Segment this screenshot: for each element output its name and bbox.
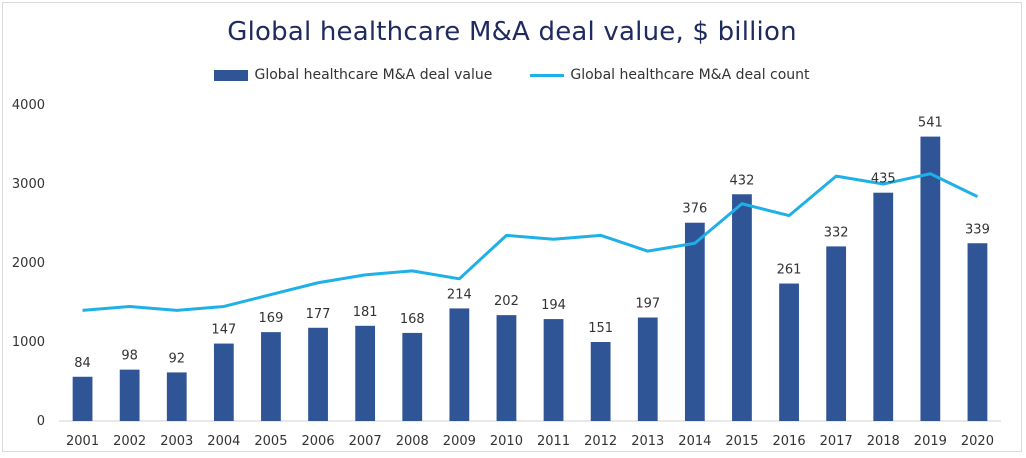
- x-tick-label: 2020: [961, 434, 994, 449]
- bar-data-label: 261: [777, 263, 802, 278]
- x-tick-label: 2017: [820, 434, 853, 449]
- bar-deal-value: [826, 246, 847, 421]
- bar-deal-value: [261, 332, 281, 421]
- x-tick-label: 2005: [254, 434, 287, 449]
- bar-data-label: 181: [353, 305, 378, 320]
- bar-data-label: 197: [635, 297, 660, 312]
- bar-deal-value: [637, 317, 658, 421]
- bar-deal-value: [402, 332, 423, 421]
- legend-swatch-line: [530, 73, 565, 77]
- chart-frame: Global healthcare M&A deal value, $ bill…: [2, 2, 1022, 452]
- x-tick-label: 2003: [160, 434, 193, 449]
- legend-item-deal-value: Global healthcare M&A deal value: [214, 67, 492, 83]
- x-tick-label: 2002: [113, 434, 146, 449]
- bar-deal-value: [308, 327, 328, 421]
- bar-deal-value: [920, 136, 941, 421]
- x-tick-label: 2016: [773, 434, 806, 449]
- bar-deal-value: [213, 343, 234, 421]
- x-tick-label: 2007: [349, 434, 382, 449]
- bar-deal-value: [684, 222, 705, 421]
- bar-data-label: 169: [259, 311, 284, 326]
- bar-data-label: 84: [74, 356, 91, 371]
- legend-swatch-bar: [214, 69, 249, 81]
- x-tick-label: 2011: [537, 434, 570, 449]
- chart-legend: Global healthcare M&A deal value Global …: [3, 67, 1021, 83]
- bar-data-label: 541: [918, 116, 943, 131]
- bar-data-label: 147: [211, 323, 236, 338]
- x-tick-label: 2012: [584, 434, 617, 449]
- x-tick-label: 2013: [631, 434, 664, 449]
- bar-data-label: 432: [730, 173, 755, 188]
- chart-title: Global healthcare M&A deal value, $ bill…: [227, 17, 797, 47]
- y-tick-label: 0: [37, 414, 45, 429]
- x-tick-label: 2009: [443, 434, 476, 449]
- bar-deal-value: [779, 283, 799, 421]
- x-tick-label: 2008: [396, 434, 429, 449]
- bar-deal-value: [732, 194, 752, 421]
- bar-deal-value: [873, 192, 894, 421]
- bar-deal-value: [449, 308, 470, 421]
- x-tick-label: 2006: [302, 434, 335, 449]
- legend-item-deal-count: Global healthcare M&A deal count: [530, 67, 810, 83]
- y-tick-label: 2000: [12, 256, 45, 271]
- bar-deal-value: [590, 342, 611, 421]
- bar-data-label: 339: [965, 222, 990, 237]
- x-tick-label: 2015: [725, 434, 758, 449]
- bar-data-label: 194: [541, 298, 566, 313]
- bar-deal-value: [119, 369, 140, 421]
- bar-data-label: 151: [588, 321, 613, 336]
- y-tick-label: 1000: [12, 335, 45, 350]
- bar-data-label: 177: [306, 307, 331, 322]
- bar-data-label: 435: [871, 172, 896, 187]
- bar-data-label: 214: [447, 287, 472, 302]
- bar-data-label: 168: [400, 312, 425, 327]
- bar-deal-value: [72, 376, 93, 421]
- bar-deal-value: [496, 315, 517, 421]
- x-tick-label: 2018: [867, 434, 900, 449]
- x-tick-label: 2004: [207, 434, 240, 449]
- x-tick-label: 2014: [678, 434, 711, 449]
- bar-data-label: 332: [824, 225, 849, 240]
- bar-data-label: 376: [682, 202, 707, 217]
- y-tick-label: 4000: [12, 98, 45, 113]
- bar-deal-value: [967, 243, 988, 421]
- legend-label-deal-value: Global healthcare M&A deal value: [254, 67, 493, 83]
- bar-deal-value: [543, 319, 564, 421]
- chart-plot: 0 1000 2000 3000 4000 84 98 92 147 169 177 181 168 21…: [12, 98, 1001, 449]
- y-tick-label: 3000: [12, 177, 45, 192]
- bar-data-label: 202: [494, 294, 519, 309]
- bar-deal-value: [166, 372, 187, 421]
- x-tick-label: 2019: [914, 434, 947, 449]
- line-deal-count: [82, 172, 979, 312]
- x-tick-label: 2010: [490, 434, 523, 449]
- bar-deal-value: [355, 325, 376, 421]
- legend-label-deal-count: Global healthcare M&A deal count: [570, 67, 810, 83]
- x-tick-label: 2001: [66, 434, 99, 449]
- bar-data-label: 92: [168, 351, 185, 366]
- bar-data-label: 98: [121, 349, 138, 364]
